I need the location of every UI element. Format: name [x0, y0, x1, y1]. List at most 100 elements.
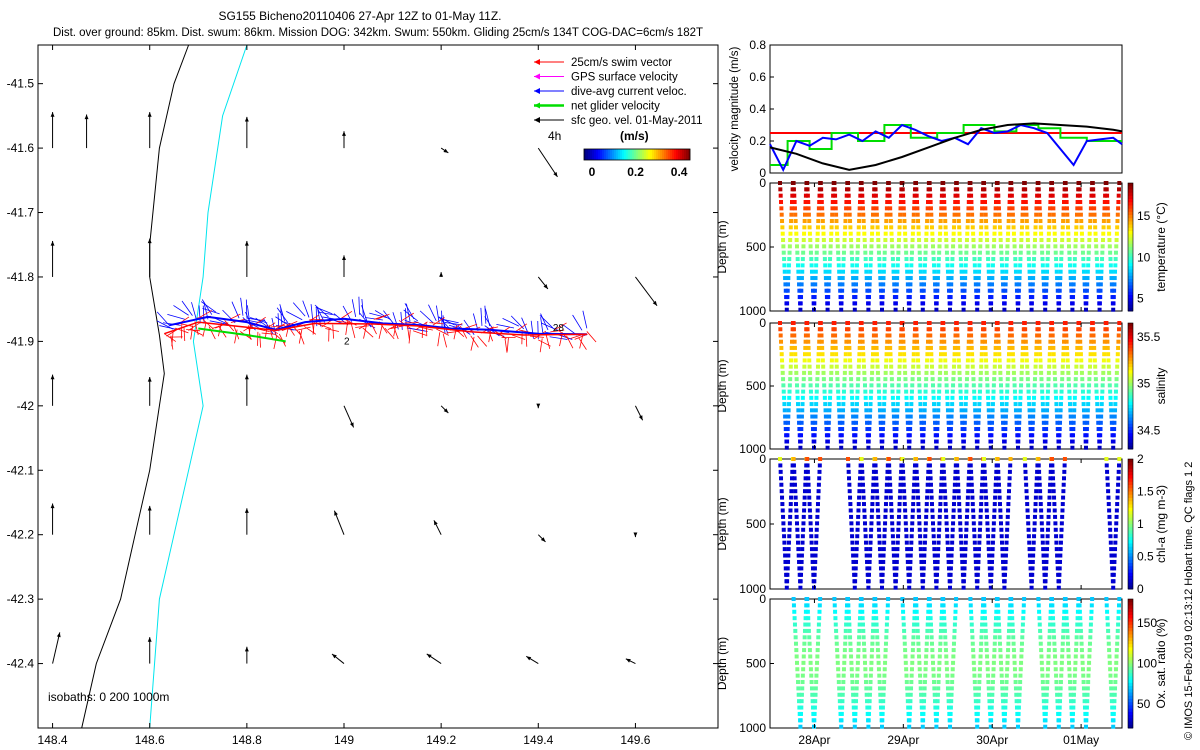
- profile-sample: [952, 635, 957, 640]
- profile-sample: [810, 553, 815, 558]
- profile-sample: [888, 358, 893, 363]
- velocity-y-tick-label: 0: [759, 166, 766, 180]
- profile-sample: [1095, 408, 1100, 413]
- profile-sample: [785, 301, 790, 306]
- profile-sample: [822, 250, 827, 255]
- map-axes: [37, 44, 719, 729]
- profile-sample: [881, 269, 886, 274]
- colorbar-cell: [636, 149, 639, 160]
- profile-sample: [1054, 534, 1059, 539]
- profile-sample: [989, 427, 994, 432]
- profile-sample: [1090, 597, 1095, 601]
- colorbar-cell: [662, 149, 665, 160]
- dive-profile: [832, 181, 850, 312]
- profile-sample: [800, 686, 805, 691]
- swim-vector: [390, 325, 405, 330]
- profile-sample: [903, 377, 908, 382]
- profile-sample: [943, 508, 948, 513]
- profile-sample: [1074, 364, 1079, 369]
- profile-sample: [918, 673, 923, 678]
- profile-sample: [1053, 667, 1058, 672]
- profile-sample: [778, 469, 783, 474]
- profile-sample: [1089, 339, 1094, 344]
- profile-sample: [778, 321, 782, 325]
- profile-sample: [880, 579, 885, 584]
- profile-sample: [1080, 383, 1085, 388]
- profile-colorbar-cell: [1128, 341, 1133, 346]
- profile-sample: [1059, 389, 1064, 394]
- profile-sample: [1006, 358, 1011, 363]
- profile-sample: [1071, 427, 1076, 432]
- profile-sample: [1074, 358, 1079, 363]
- profile-sample: [911, 502, 916, 507]
- profile-sample: [785, 288, 790, 293]
- profile-colorbar-cell: [1128, 332, 1133, 337]
- profile-sample: [999, 521, 1003, 526]
- profile-sample: [1012, 238, 1017, 243]
- profile-sample: [1020, 622, 1025, 627]
- profile-colorbar-cell: [1128, 439, 1133, 444]
- profile-sample: [834, 641, 839, 646]
- profile-sample: [812, 572, 817, 577]
- profile-sample: [1085, 692, 1090, 697]
- profile-sample: [985, 377, 990, 382]
- profile-sample: [867, 288, 872, 293]
- profile-sample: [939, 476, 944, 481]
- profile-sample: [921, 439, 926, 444]
- profile-sample: [898, 212, 903, 217]
- profile-sample: [789, 219, 794, 224]
- profile-sample: [875, 231, 880, 236]
- profile-sample: [1075, 200, 1080, 205]
- profile-sample: [902, 489, 907, 494]
- profile-sample: [995, 603, 1000, 608]
- profile-sample: [861, 495, 866, 500]
- profile-sample: [1116, 616, 1121, 621]
- profile-sample: [1081, 686, 1086, 691]
- profile-sample: [792, 333, 797, 338]
- profile-sample: [871, 206, 876, 211]
- profile-sample: [817, 616, 822, 621]
- profile-sample: [978, 370, 983, 375]
- profile-sample: [1017, 686, 1022, 691]
- profile-sample: [1002, 579, 1007, 584]
- profile-sample: [789, 482, 794, 487]
- profile-sample: [786, 553, 791, 558]
- profile-sample: [867, 420, 872, 425]
- profile-sample: [989, 433, 994, 438]
- dive-profile: [1104, 181, 1122, 312]
- profile-sample: [916, 225, 921, 230]
- profile-sample: [853, 295, 858, 300]
- profile-sample: [1013, 402, 1018, 407]
- velocity-y-tick-label: 0.4: [749, 102, 766, 116]
- profile-sample: [1089, 616, 1094, 621]
- profile-sample: [854, 686, 859, 691]
- swim-vector: [412, 330, 427, 336]
- profile-sample: [888, 482, 893, 487]
- profile-sample: [1023, 339, 1028, 344]
- profile-sample: [1057, 427, 1062, 432]
- profile-sample: [966, 206, 971, 211]
- colorbar-cell: [632, 149, 635, 160]
- profile-sample: [1044, 282, 1049, 287]
- profile-sample: [1101, 358, 1106, 363]
- profile-sample: [950, 673, 955, 678]
- profile-sample: [867, 566, 872, 571]
- profile-colorbar-cell: [1128, 679, 1133, 684]
- profile-sample: [916, 219, 921, 224]
- profile-sample: [915, 476, 920, 481]
- profile-sample: [1039, 383, 1044, 388]
- profile-sample: [798, 439, 803, 444]
- profile-sample: [904, 257, 909, 262]
- profile-sample: [969, 200, 974, 205]
- profile-sample: [792, 206, 797, 211]
- profile-sample: [878, 553, 883, 558]
- profile-sample: [1087, 383, 1092, 388]
- profile-sample: [897, 219, 902, 224]
- profile-sample: [815, 660, 820, 665]
- profile-sample: [1087, 244, 1092, 249]
- dive-profile: [818, 321, 836, 450]
- profile-sample: [1058, 414, 1063, 419]
- profile-sample: [1050, 321, 1054, 325]
- profile-colorbar-cell: [1128, 488, 1133, 492]
- profile-sample: [1012, 244, 1017, 249]
